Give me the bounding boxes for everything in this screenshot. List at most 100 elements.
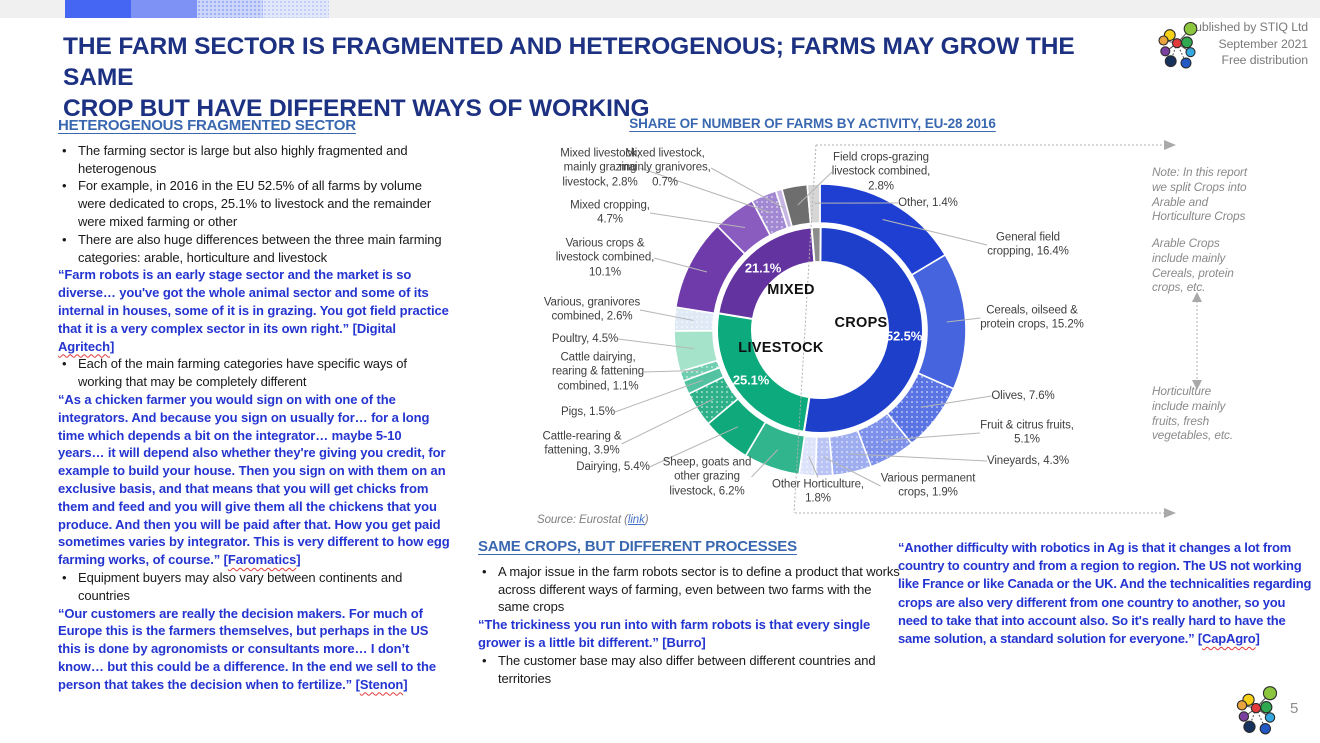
label-leader-line — [639, 309, 694, 321]
quote-attribution: [ — [220, 552, 228, 568]
note-crops-split: Note: In this report we split Crops into… — [1152, 165, 1248, 224]
note-horticulture: Horticulture include mainly fruits, fres… — [1152, 384, 1234, 443]
donut-segment-pigs — [682, 366, 725, 395]
label-leader-line — [617, 338, 695, 350]
chart-label-various-crops-livestock: Various crops & livestock combined, 10.1… — [555, 237, 655, 279]
donut-segment-texture — [674, 307, 715, 331]
stiq-logo — [1158, 21, 1198, 69]
section-same-crops: SAME CROPS, BUT DIFFERENT PROCESSES A ma… — [478, 538, 902, 687]
chart-label-mixed-granivores: Mixed livestock, mainly granivores, 0.7% — [619, 147, 711, 189]
chart-label-sheep-goats: Sheep, goats and other grazing livestock… — [662, 456, 752, 498]
chart-label-other: Other, 1.4% — [898, 196, 958, 209]
label-leader-line — [797, 171, 833, 206]
page-title: THE FARM SECTOR IS FRAGMENTED AND HETERO… — [63, 31, 1123, 124]
chart-label-olives: Olives, 7.6% — [991, 389, 1055, 402]
inner-pct-mixed: 21.1% — [744, 260, 782, 276]
quote-attribution: [Digital — [349, 320, 396, 336]
quote-attribution-word: Agritech — [58, 338, 110, 354]
label-leader-line — [808, 456, 819, 478]
chart-label-mixed-grazing-livestock: Mixed livestock, mainly grazing livestoc… — [560, 147, 640, 189]
quote-attribution: ] — [296, 552, 301, 568]
donut-segment-texture — [798, 435, 817, 476]
quote-capagro: “Another difficulty with robotics in Ag … — [898, 539, 1312, 648]
section-heading: SAME CROPS, BUT DIFFERENT PROCESSES — [478, 538, 797, 555]
donut-segment-texture — [752, 190, 788, 236]
label-leader-line — [649, 212, 746, 228]
page-title-line2: CROP BUT HAVE DIFFERENT WAYS OF WORKING — [63, 95, 650, 122]
arrow-right-bottom — [1164, 508, 1176, 518]
quote-text: “Farm robots is an early stage sector an… — [58, 267, 449, 336]
donut-segment-dairying — [706, 397, 767, 457]
bullet-item: The farming sector is large but also hig… — [58, 142, 450, 178]
label-leader-line — [621, 398, 714, 445]
note-arable-crops: Arable Crops include mainly Cereals, pro… — [1152, 236, 1234, 295]
quote-burro: “The trickiness you run into with farm r… — [478, 617, 871, 650]
quote-faromatics: “As a chicken farmer you would sign on w… — [58, 391, 450, 569]
decor-square-3 — [197, 0, 263, 18]
chart-label-fruit-citrus: Fruit & citrus fruits, 5.1% — [980, 419, 1074, 446]
source-link[interactable]: link — [627, 514, 645, 526]
inner-pct-livestock: 25.1% — [732, 372, 770, 388]
quote-attribution: ] — [403, 676, 408, 692]
publisher-info: Published by STIQ Ltd September 2021 Fre… — [1108, 19, 1308, 69]
quote-digital-agritech: “Farm robots is an early stage sector an… — [58, 266, 450, 355]
section-heterogenous-fragmented: HETEROGENOUS FRAGMENTED SECTOR The farmi… — [58, 117, 450, 694]
donut-segment-mixed-cropping — [716, 199, 772, 255]
donut-segment-olives — [886, 372, 955, 445]
donut-segment-mixed-livestock-mainly-grazing-livestock — [751, 189, 789, 237]
bullet-item: Equipment buyers may also vary between c… — [58, 569, 450, 605]
decor-square-1 — [65, 0, 131, 18]
donut-segment-other-horticulture — [798, 434, 818, 477]
section-heading: HETEROGENOUS FRAGMENTED SECTOR — [58, 117, 356, 134]
label-leader-line — [710, 167, 785, 209]
bullet-item: Each of the main farming categories have… — [58, 355, 450, 391]
label-leader-line — [653, 257, 708, 273]
inner-pct-crops: 52.5% — [885, 328, 923, 344]
donut-segment-texture — [680, 360, 720, 382]
label-leader-line — [882, 432, 981, 441]
inner-label-livestock: LIVESTOCK — [738, 340, 824, 356]
chart-label-various-permanent-crops: Various permanent crops, 1.9% — [880, 472, 976, 499]
quote-text: “Another difficulty with robotics in Ag … — [898, 540, 1312, 647]
chart-label-cattle-dairying-combined: Cattle dairying, rearing & fattening com… — [551, 351, 645, 393]
chart-label-general-field-cropping: General field cropping, 16.4% — [987, 231, 1069, 258]
decor-square-2 — [131, 0, 197, 18]
donut-segment-texture — [887, 373, 954, 444]
quote-attribution-word: Stenon — [359, 676, 404, 692]
chart-source: Source: Eurostat (link) — [537, 514, 649, 526]
chart-label-dairying: Dairying, 5.4% — [576, 460, 650, 473]
donut-segment-various-granivores-combined — [673, 306, 716, 332]
donut-segment-vineyards — [828, 429, 873, 477]
quote-stenon: “Our customers are really the decision m… — [58, 605, 450, 694]
label-leader-line — [848, 453, 988, 462]
donut-segment-various-permanent-crops — [814, 435, 834, 477]
chart-label-cattle-rearing: Cattle-rearing & fattening, 3.9% — [542, 430, 622, 457]
quote-attribution-word: Faromatics — [227, 552, 297, 568]
donut-segment-sheep-goats-and-other-grazing-livestock — [744, 421, 806, 476]
chart-label-poultry: Poultry, 4.5% — [551, 332, 619, 345]
donut-segment-poultry — [673, 329, 719, 373]
page-title-line1: THE FARM SECTOR IS FRAGMENTED AND HETERO… — [63, 33, 1075, 91]
bullet-item: For example, in 2016 in the EU 52.5% of … — [58, 177, 450, 230]
chart-label-pigs: Pigs, 1.5% — [561, 405, 615, 418]
arrow-right-top — [1164, 140, 1176, 150]
label-leader-line — [643, 369, 700, 373]
label-leader-line — [920, 395, 992, 408]
donut-segment-field-crops-grazing-livestock-combined — [780, 183, 812, 228]
quote-attribution: [ — [352, 676, 360, 692]
label-leader-line — [946, 317, 981, 323]
label-leader-line — [751, 449, 779, 478]
bullet-item: There are also huge differences between … — [58, 231, 450, 267]
distribution-note: Free distribution — [1221, 53, 1309, 67]
donut-segment-fruit-citrus-fruits — [856, 412, 913, 468]
quote-text: “Our customers are really the decision m… — [58, 605, 436, 692]
quote-text: “As a chicken farmer you would sign on w… — [58, 391, 450, 568]
chart-label-vineyards: Vineyards, 4.3% — [986, 454, 1070, 467]
donut-segment-other — [810, 226, 822, 264]
donut-segment-texture — [829, 430, 872, 476]
donut-segment-texture — [857, 413, 912, 467]
chart-label-other-horticulture: Other Horticulture, 1.8% — [771, 478, 865, 505]
top-bar — [0, 0, 1320, 18]
chart-label-various-granivores: Various, granivores combined, 2.6% — [543, 296, 641, 323]
